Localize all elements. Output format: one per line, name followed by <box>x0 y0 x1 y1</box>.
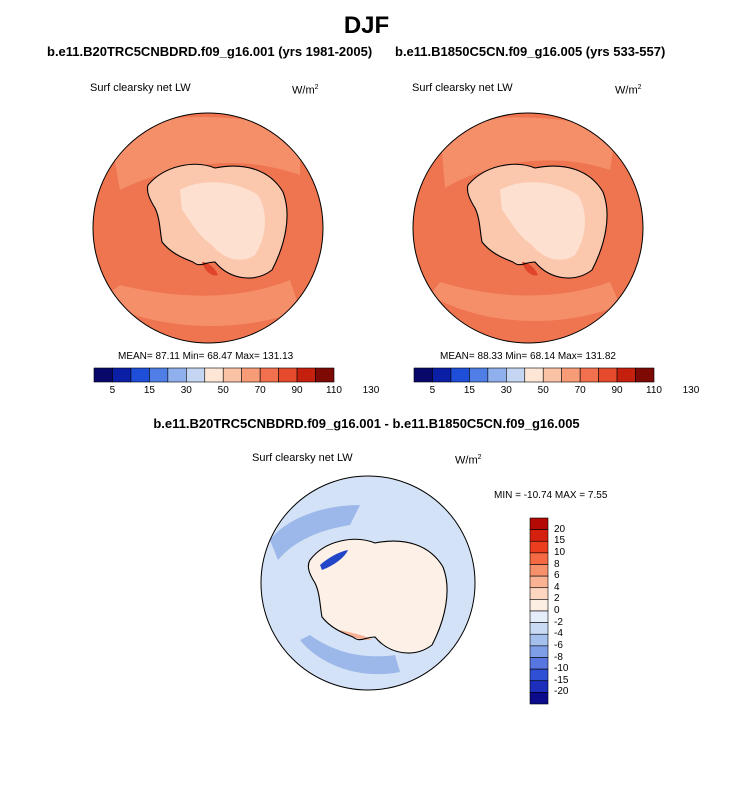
panel-2-variable-label: Surf clearsky net LW <box>412 82 513 94</box>
panel-2-colorbar-tick-label: 5 <box>429 385 436 396</box>
panel-2-colorbar-tick-label: 70 <box>574 385 586 396</box>
panel-2-colorbar-tick-label: 130 <box>682 385 700 396</box>
diff-colorbar-swatch-8 <box>529 610 549 623</box>
panel-1-colorbar <box>93 367 335 383</box>
diff-colorbar-tick-label: 8 <box>554 558 560 570</box>
diff-colorbar-tick-label: 15 <box>554 535 566 547</box>
panel-1-colorbar-swatch-8 <box>241 367 261 383</box>
diff-colorbar-swatch-4 <box>529 564 549 577</box>
panel-1-colorbar-tick-label: 130 <box>362 385 380 396</box>
panel-2-colorbar-swatch-5 <box>506 367 526 383</box>
diff-panel-title: b.e11.B20TRC5CNBDRD.f09_g16.001 - b.e11.… <box>153 416 580 431</box>
diff-colorbar-swatch-0 <box>529 517 549 530</box>
panel-2-colorbar-tick-label: 15 <box>463 385 475 396</box>
diff-colorbar-tick-label: -8 <box>554 651 563 663</box>
panel-1-colorbar-tick-label: 90 <box>291 385 303 396</box>
diff-colorbar-tick-label: -2 <box>554 616 563 628</box>
panel-2-colorbar-swatch-3 <box>469 367 489 383</box>
panel-1-colorbar-swatch-9 <box>259 367 279 383</box>
panel-2-colorbar-swatch-7 <box>542 367 562 383</box>
panel-2-colorbar-tick-label: 30 <box>500 385 512 396</box>
main-title: DJF <box>343 12 390 39</box>
panel-1-colorbar-tick-label: 110 <box>326 385 342 396</box>
diff-colorbar-tick-label: -6 <box>554 639 563 651</box>
panel-1-colorbar-tick-label: 5 <box>109 385 116 396</box>
diff-colorbar-tick-label: -10 <box>554 663 569 675</box>
panel-2-colorbar-tick-label: 90 <box>611 385 623 396</box>
panel-2-colorbar-labels: 5 15 30 50 70 90 110 130 <box>414 385 700 399</box>
panel-1-title: b.e11.B20TRC5CNBDRD.f09_g16.001 (yrs 198… <box>47 44 373 59</box>
diff-colorbar-swatch-2 <box>529 540 549 554</box>
diff-colorbar-tick-label: 10 <box>554 546 566 558</box>
diff-variable-label: Surf clearsky net LW <box>252 452 353 464</box>
panel-2-title: b.e11.B1850C5CN.f09_g16.005 (yrs 533-557… <box>395 44 666 59</box>
diff-colorbar-tick-label: -20 <box>554 686 569 698</box>
diff-colorbar <box>529 517 549 705</box>
panel-1-colorbar-swatch-0 <box>93 367 113 383</box>
diff-colorbar-swatch-13 <box>529 668 549 682</box>
diff-colorbar-swatch-14 <box>529 680 549 693</box>
diff-colorbar-tick-label: -4 <box>554 628 563 640</box>
diff-colorbar-swatch-10 <box>529 633 549 647</box>
panel-1-stats: MEAN= 87.11 Min= 68.47 Max= 131.13 <box>118 351 294 362</box>
diff-colorbar-swatch-7 <box>529 599 549 612</box>
panel-2-colorbar-swatch-9 <box>579 367 599 383</box>
panel-2-colorbar-swatch-11 <box>616 367 636 383</box>
panel-1-colorbar-tick-label: 15 <box>143 385 155 396</box>
diff-colorbar-swatch-3 <box>529 552 549 565</box>
panel-2-colorbar-tick-label: 110 <box>646 385 662 396</box>
panel-1-colorbar-swatch-7 <box>222 367 242 383</box>
diff-colorbar-tick-label: -15 <box>554 674 569 686</box>
diff-colorbar-labels: 20 15 10 8 6 4 2 0 -2 -4 -6 -8 -10 -15 -20 <box>554 518 584 704</box>
panel-1-colorbar-swatch-11 <box>296 367 316 383</box>
panel-1-colorbar-swatch-12 <box>315 367 335 383</box>
panel-1-colorbar-swatch-2 <box>130 367 150 383</box>
diff-colorbar-tick-label: 20 <box>554 523 566 535</box>
diff-units-label: W/m2 <box>455 454 482 467</box>
panel-2-colorbar-swatch-1 <box>432 367 452 383</box>
diff-colorbar-tick-label: 2 <box>554 593 560 605</box>
diff-colorbar-tick-label: 4 <box>554 581 560 593</box>
panel-1-colorbar-swatch-4 <box>167 367 187 383</box>
panel-1-colorbar-swatch-1 <box>112 367 132 383</box>
diff-colorbar-swatch-5 <box>529 575 549 589</box>
diff-colorbar-swatch-9 <box>529 622 549 635</box>
diff-colorbar-swatch-12 <box>529 657 549 670</box>
panel-2-colorbar-swatch-6 <box>524 367 544 383</box>
panel-2-colorbar-swatch-4 <box>487 367 507 383</box>
panel-2-stats: MEAN= 88.33 Min= 68.14 Max= 131.82 <box>440 351 616 362</box>
panel-2-colorbar-swatch-0 <box>413 367 433 383</box>
panel-1-colorbar-swatch-3 <box>149 367 169 383</box>
diff-colorbar-swatch-15 <box>529 692 549 705</box>
panel-1-colorbar-swatch-10 <box>278 367 298 383</box>
panel-2-units-label: W/m2 <box>615 84 642 97</box>
panel-1-colorbar-swatch-6 <box>204 367 224 383</box>
panel-2-colorbar-swatch-2 <box>450 367 470 383</box>
panel-1-variable-label: Surf clearsky net LW <box>90 82 191 94</box>
panel-2-colorbar-swatch-12 <box>635 367 655 383</box>
diff-colorbar-swatch-11 <box>529 645 549 658</box>
panel-1-colorbar-swatch-5 <box>186 367 206 383</box>
panel-2-colorbar-swatch-8 <box>561 367 581 383</box>
panel-2-colorbar-tick-label: 50 <box>537 385 549 396</box>
panel-2-colorbar-swatch-10 <box>598 367 618 383</box>
diff-colorbar-swatch-1 <box>529 529 549 542</box>
diff-stats: MIN = -10.74 MAX = 7.55 <box>494 490 608 501</box>
panel-1-units-label: W/m2 <box>292 84 319 97</box>
diff-colorbar-swatch-6 <box>529 587 549 600</box>
panel-1-colorbar-tick-label: 70 <box>254 385 266 396</box>
panel-2-colorbar <box>413 367 655 383</box>
diff-colorbar-tick-label: 6 <box>554 570 560 582</box>
diff-colorbar-tick-label: 0 <box>554 605 560 616</box>
panel-1-colorbar-labels: 5 15 30 50 70 90 110 130 <box>94 385 380 399</box>
panel-1-colorbar-tick-label: 50 <box>217 385 229 396</box>
panel-1-colorbar-tick-label: 30 <box>180 385 192 396</box>
